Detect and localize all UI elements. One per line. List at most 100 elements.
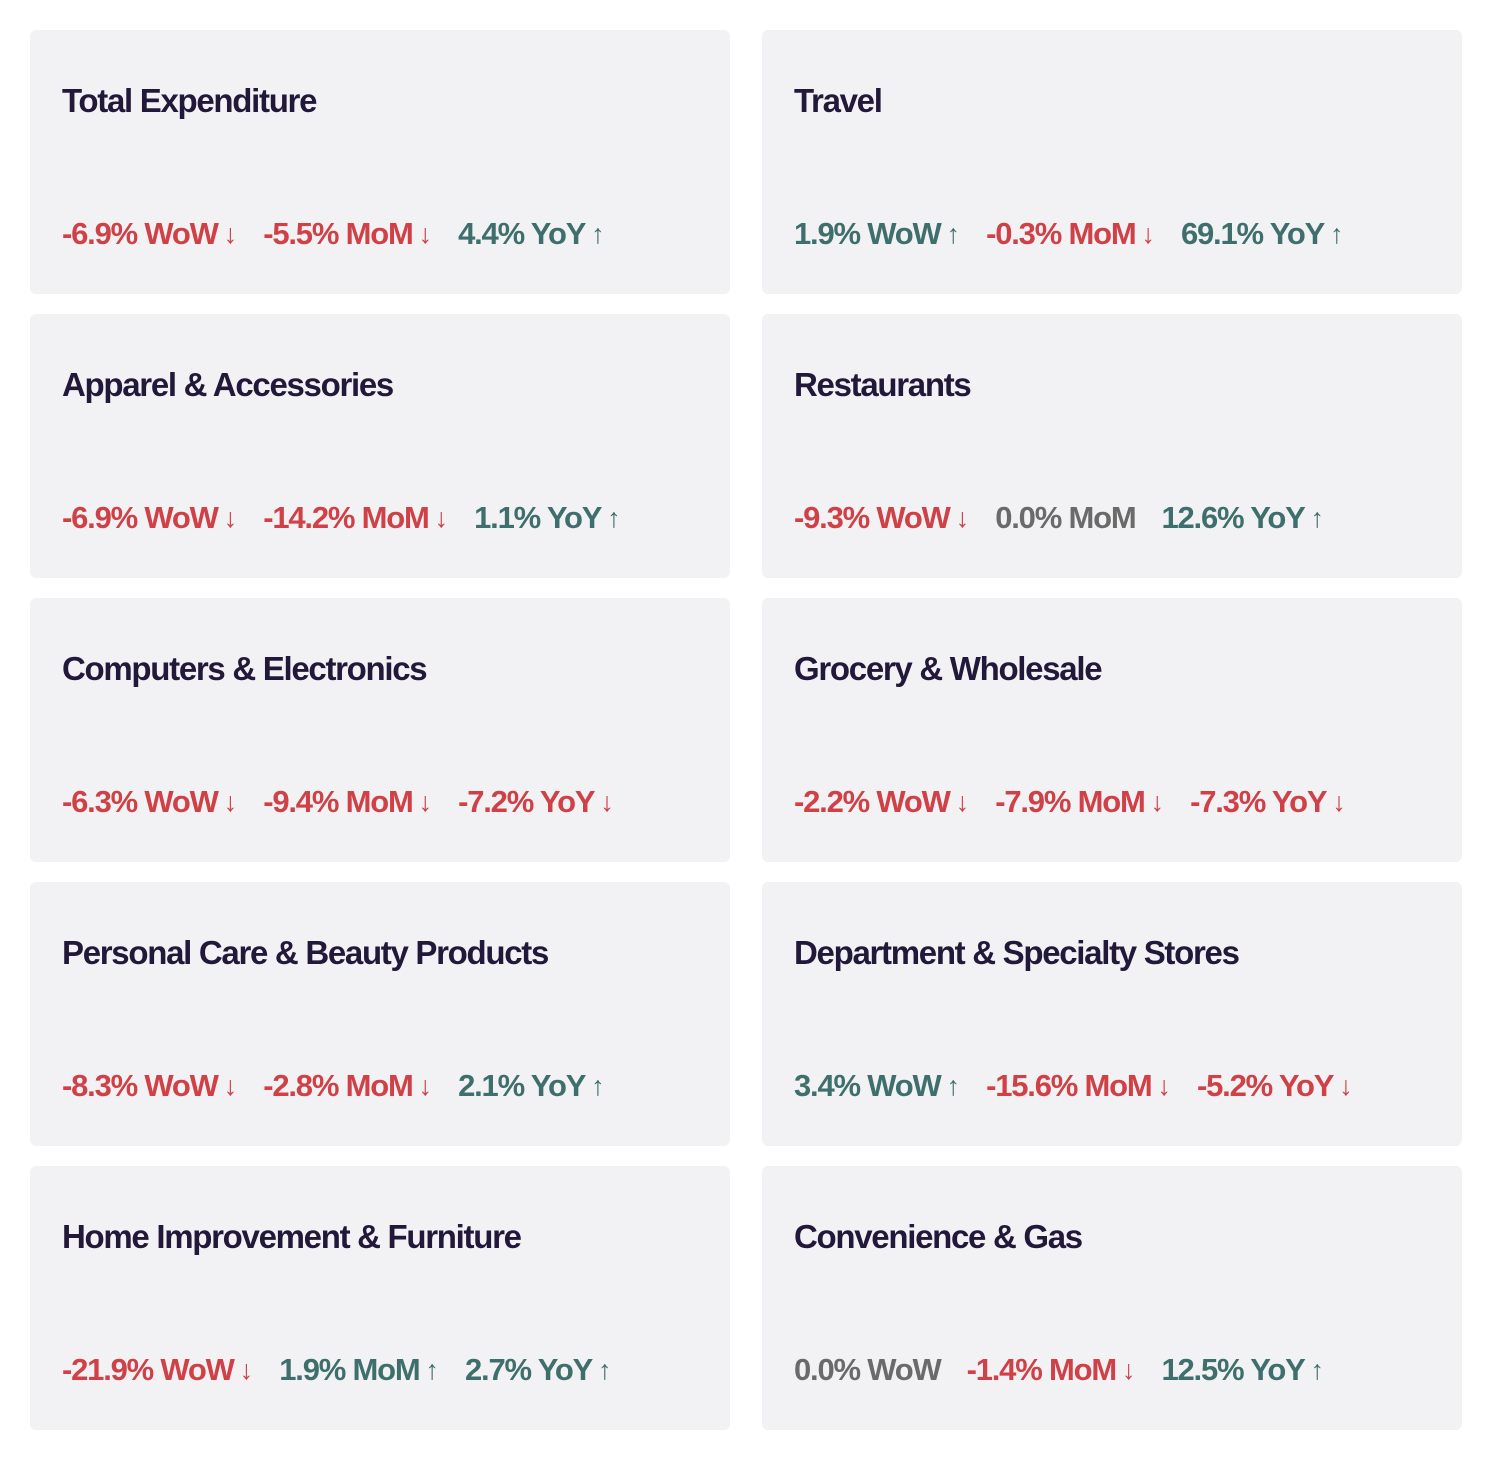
metric-value: -5.2% YoY xyxy=(1197,1068,1334,1103)
metric-value: -21.9% WoW xyxy=(62,1352,235,1387)
metric-value: -2.2% WoW xyxy=(794,784,951,819)
mom-metric: -2.8% MoM ↓ xyxy=(263,1068,432,1104)
yoy-metric: 2.1% YoY ↑ xyxy=(458,1068,605,1104)
metric-value: 69.1% YoY xyxy=(1180,216,1325,251)
category-card-grid: Total Expenditure -6.9% WoW ↓ -5.5% MoM ↓ … xyxy=(30,30,1462,1430)
arrow-down-icon: ↓ xyxy=(1157,1070,1172,1101)
card-metrics: -6.3% WoW ↓ -9.4% MoM ↓ -7.2% YoY ↓ xyxy=(62,784,640,820)
card-title: Total Expenditure xyxy=(62,82,317,119)
wow-metric: -8.3% WoW ↓ xyxy=(62,1068,237,1104)
wow-metric: 1.9% WoW ↑ xyxy=(794,216,960,252)
arrow-down-icon: ↓ xyxy=(1339,1070,1353,1101)
category-card-personal-care-beauty: Personal Care & Beauty Products -8.3% Wo… xyxy=(30,882,730,1146)
mom-metric: 1.9% MoM ↑ xyxy=(279,1352,439,1388)
metric-value: -8.3% WoW xyxy=(62,1068,219,1103)
card-title: Home Improvement & Furniture xyxy=(62,1218,522,1255)
category-card-convenience-gas: Convenience & Gas 0.0% WoW -1.4% MoM ↓ 12… xyxy=(762,1166,1462,1430)
arrow-down-icon: ↓ xyxy=(1332,786,1346,817)
wow-metric: -6.3% WoW ↓ xyxy=(62,784,237,820)
metric-value: -6.3% WoW xyxy=(62,784,219,819)
card-metrics: 1.9% WoW ↑ -0.3% MoM ↓ 69.1% YoY ↑ xyxy=(794,216,1370,252)
metric-value: -7.9% MoM xyxy=(995,784,1146,819)
arrow-down-icon: ↓ xyxy=(223,786,238,817)
arrow-down-icon: ↓ xyxy=(955,786,970,817)
wow-metric: 3.4% WoW ↑ xyxy=(794,1068,960,1104)
yoy-metric: -5.2% YoY ↓ xyxy=(1197,1068,1353,1104)
metric-value: -0.3% MoM xyxy=(986,216,1137,251)
card-metrics: -6.9% WoW ↓ -5.5% MoM ↓ 4.4% YoY ↑ xyxy=(62,216,631,252)
metric-value: -15.6% MoM xyxy=(986,1068,1153,1103)
metric-value: -7.2% YoY xyxy=(458,784,595,819)
category-card-home-improvement: Home Improvement & Furniture -21.9% WoW ↓… xyxy=(30,1166,730,1430)
metric-value: 1.9% MoM xyxy=(279,1352,420,1387)
arrow-up-icon: ↑ xyxy=(425,1354,440,1385)
category-card-apparel-accessories: Apparel & Accessories -6.9% WoW ↓ -14.2% … xyxy=(30,314,730,578)
metric-value: 1.1% YoY xyxy=(474,500,602,535)
metric-value: -9.3% WoW xyxy=(794,500,951,535)
arrow-down-icon: ↓ xyxy=(434,502,449,533)
metric-value: -6.9% WoW xyxy=(62,500,219,535)
metric-value: -7.3% YoY xyxy=(1190,784,1327,819)
wow-metric: 0.0% WoW xyxy=(794,1352,942,1388)
card-metrics: 3.4% WoW ↑ -15.6% MoM ↓ -5.2% YoY ↓ xyxy=(794,1068,1379,1104)
arrow-down-icon: ↓ xyxy=(223,1070,238,1101)
arrow-down-icon: ↓ xyxy=(418,218,433,249)
card-metrics: -9.3% WoW ↓ 0.0% MoM 12.6% YoY ↑ xyxy=(794,500,1350,536)
yoy-metric: -7.3% YoY ↓ xyxy=(1190,784,1346,820)
category-card-grocery-wholesale: Grocery & Wholesale -2.2% WoW ↓ -7.9% MoM… xyxy=(762,598,1462,862)
card-title: Grocery & Wholesale xyxy=(794,650,1103,687)
metric-value: -5.5% MoM xyxy=(263,216,414,251)
yoy-metric: 12.5% YoY ↑ xyxy=(1161,1352,1324,1388)
wow-metric: -21.9% WoW ↓ xyxy=(62,1352,253,1388)
arrow-down-icon: ↓ xyxy=(600,786,614,817)
metric-value: -1.4% MoM xyxy=(966,1352,1118,1387)
card-title: Personal Care & Beauty Products xyxy=(62,934,549,971)
metric-value: 0.0% MoM xyxy=(995,500,1136,535)
wow-metric: -6.9% WoW ↓ xyxy=(62,216,237,252)
metric-value: 2.1% YoY xyxy=(458,1068,586,1103)
metric-value: -6.9% WoW xyxy=(62,216,219,251)
category-card-computers-electronics: Computers & Electronics -6.3% WoW ↓ -9.4%… xyxy=(30,598,730,862)
mom-metric: -14.2% MoM ↓ xyxy=(263,500,448,536)
metric-value: 1.9% WoW xyxy=(794,216,942,251)
yoy-metric: 12.6% YoY ↑ xyxy=(1161,500,1324,536)
wow-metric: -2.2% WoW ↓ xyxy=(794,784,969,820)
mom-metric: -5.5% MoM ↓ xyxy=(263,216,432,252)
yoy-metric: 69.1% YoY ↑ xyxy=(1181,216,1344,252)
mom-metric: -15.6% MoM ↓ xyxy=(986,1068,1171,1104)
metric-value: 2.7% YoY xyxy=(465,1352,593,1387)
wow-metric: -9.3% WoW ↓ xyxy=(794,500,969,536)
wow-metric: -6.9% WoW ↓ xyxy=(62,500,237,536)
card-metrics: -6.9% WoW ↓ -14.2% MoM ↓ 1.1% YoY ↑ xyxy=(62,500,647,536)
card-title: Convenience & Gas xyxy=(794,1218,1083,1255)
card-metrics: -8.3% WoW ↓ -2.8% MoM ↓ 2.1% YoY ↑ xyxy=(62,1068,631,1104)
arrow-up-icon: ↑ xyxy=(598,1354,612,1385)
mom-metric: -0.3% MoM ↓ xyxy=(986,216,1155,252)
category-card-department-specialty: Department & Specialty Stores 3.4% WoW ↑ … xyxy=(762,882,1462,1146)
arrow-up-icon: ↑ xyxy=(1310,502,1325,533)
metric-value: -2.8% MoM xyxy=(263,1068,414,1103)
arrow-down-icon: ↓ xyxy=(418,786,433,817)
arrow-down-icon: ↓ xyxy=(223,218,238,249)
arrow-up-icon: ↑ xyxy=(591,1070,605,1101)
card-metrics: -2.2% WoW ↓ -7.9% MoM ↓ -7.3% YoY ↓ xyxy=(794,784,1372,820)
card-title: Restaurants xyxy=(794,366,972,403)
metric-value: 3.4% WoW xyxy=(794,1068,942,1103)
arrow-down-icon: ↓ xyxy=(223,502,238,533)
yoy-metric: 2.7% YoY ↑ xyxy=(465,1352,612,1388)
yoy-metric: -7.2% YoY ↓ xyxy=(458,784,614,820)
metric-value: -14.2% MoM xyxy=(263,500,430,535)
arrow-up-icon: ↑ xyxy=(946,218,961,249)
arrow-down-icon: ↓ xyxy=(1121,1354,1136,1385)
card-title: Department & Specialty Stores xyxy=(794,934,1240,971)
arrow-up-icon: ↑ xyxy=(946,1070,961,1101)
arrow-up-icon: ↑ xyxy=(1330,218,1344,249)
card-title: Travel xyxy=(794,82,883,119)
card-metrics: -21.9% WoW ↓ 1.9% MoM ↑ 2.7% YoY ↑ xyxy=(62,1352,638,1388)
category-card-restaurants: Restaurants -9.3% WoW ↓ 0.0% MoM 12.6% Yo… xyxy=(762,314,1462,578)
mom-metric: -9.4% MoM ↓ xyxy=(263,784,432,820)
mom-metric: 0.0% MoM xyxy=(995,500,1136,536)
metric-value: 4.4% YoY xyxy=(458,216,586,251)
yoy-metric: 1.1% YoY ↑ xyxy=(474,500,621,536)
arrow-up-icon: ↑ xyxy=(607,502,621,533)
